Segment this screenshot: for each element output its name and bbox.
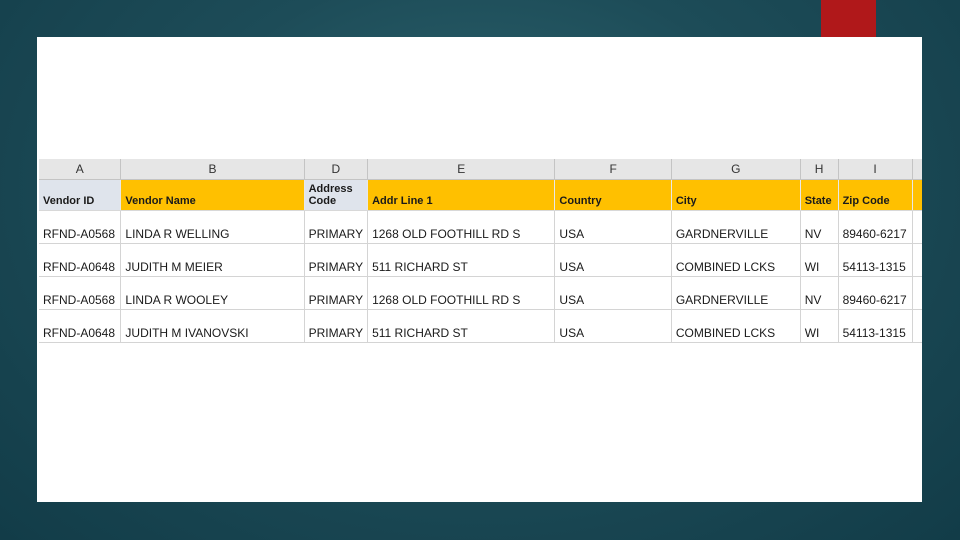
- cell-vendor-id[interactable]: RFND-A0568: [39, 276, 122, 310]
- table-row: RFND-A0648 JUDITH M MEIER PRIMARY 511 RI…: [39, 243, 922, 277]
- header-addr-line-1[interactable]: Addr Line 1: [367, 179, 556, 211]
- cell-city[interactable]: GARDNERVILLE: [671, 210, 801, 244]
- cell-vendor-name[interactable]: LINDA R WOOLEY: [120, 276, 305, 310]
- cell-zip-code[interactable]: 54113-1315: [838, 309, 913, 343]
- column-letter-f[interactable]: F: [554, 159, 672, 180]
- cell-address-code[interactable]: PRIMARY: [304, 309, 369, 343]
- cell-city[interactable]: GARDNERVILLE: [671, 276, 801, 310]
- cell-vendor-id[interactable]: RFND-A0648: [39, 243, 122, 277]
- header-vendor-name[interactable]: Vendor Name: [120, 179, 305, 211]
- header-address-code[interactable]: Address Code: [304, 179, 369, 211]
- column-letter-row: A B D E F G H I: [39, 159, 922, 180]
- column-letter-g[interactable]: G: [671, 159, 801, 180]
- cell-city[interactable]: COMBINED LCKS: [671, 243, 801, 277]
- cell-overflow: [912, 309, 922, 343]
- column-letter-e[interactable]: E: [367, 159, 556, 180]
- cell-addr-line-1[interactable]: 511 RICHARD ST: [367, 243, 556, 277]
- column-letter-b[interactable]: B: [120, 159, 305, 180]
- cell-zip-code[interactable]: 89460-6217: [838, 276, 913, 310]
- header-city[interactable]: City: [671, 179, 801, 211]
- spreadsheet-screenshot: A B D E F G H I Vendor ID Vendor Name Ad…: [39, 159, 922, 345]
- table-row: RFND-A0648 JUDITH M IVANOVSKI PRIMARY 51…: [39, 309, 922, 343]
- cell-overflow: [912, 210, 922, 244]
- cell-vendor-name[interactable]: JUDITH M MEIER: [120, 243, 305, 277]
- cell-addr-line-1[interactable]: 511 RICHARD ST: [367, 309, 556, 343]
- cell-zip-code[interactable]: 89460-6217: [838, 210, 913, 244]
- header-country[interactable]: Country: [554, 179, 672, 211]
- header-vendor-id[interactable]: Vendor ID: [39, 179, 122, 211]
- table-row: RFND-A0568 LINDA R WOOLEY PRIMARY 1268 O…: [39, 276, 922, 310]
- cell-address-code[interactable]: PRIMARY: [304, 210, 369, 244]
- cell-state[interactable]: WI: [800, 243, 839, 277]
- cell-vendor-name[interactable]: LINDA R WELLING: [120, 210, 305, 244]
- cell-country[interactable]: USA: [554, 276, 672, 310]
- cell-addr-line-1[interactable]: 1268 OLD FOOTHILL RD S: [367, 210, 556, 244]
- cell-state[interactable]: WI: [800, 309, 839, 343]
- table-row: RFND-A0568 LINDA R WELLING PRIMARY 1268 …: [39, 210, 922, 244]
- cell-addr-line-1[interactable]: 1268 OLD FOOTHILL RD S: [367, 276, 556, 310]
- column-letter-d[interactable]: D: [304, 159, 369, 180]
- field-header-row: Vendor ID Vendor Name Address Code Addr …: [39, 179, 922, 211]
- column-letter-a[interactable]: A: [39, 159, 122, 180]
- header-state[interactable]: State: [800, 179, 839, 211]
- cell-country[interactable]: USA: [554, 243, 672, 277]
- header-zip-code[interactable]: Zip Code: [838, 179, 913, 211]
- cell-state[interactable]: NV: [800, 276, 839, 310]
- cell-state[interactable]: NV: [800, 210, 839, 244]
- cell-country[interactable]: USA: [554, 210, 672, 244]
- cell-zip-code[interactable]: 54113-1315: [838, 243, 913, 277]
- slide-panel: A B D E F G H I Vendor ID Vendor Name Ad…: [37, 37, 922, 502]
- header-overflow: [912, 179, 922, 211]
- cell-vendor-id[interactable]: RFND-A0568: [39, 210, 122, 244]
- cell-overflow: [912, 276, 922, 310]
- column-letter-overflow: [912, 159, 922, 180]
- column-letter-i[interactable]: I: [838, 159, 913, 180]
- cell-country[interactable]: USA: [554, 309, 672, 343]
- vendor-table: A B D E F G H I Vendor ID Vendor Name Ad…: [39, 159, 922, 343]
- cell-city[interactable]: COMBINED LCKS: [671, 309, 801, 343]
- column-letter-h[interactable]: H: [800, 159, 839, 180]
- cell-overflow: [912, 243, 922, 277]
- cell-address-code[interactable]: PRIMARY: [304, 276, 369, 310]
- cell-vendor-id[interactable]: RFND-A0648: [39, 309, 122, 343]
- cell-vendor-name[interactable]: JUDITH M IVANOVSKI: [120, 309, 305, 343]
- cell-address-code[interactable]: PRIMARY: [304, 243, 369, 277]
